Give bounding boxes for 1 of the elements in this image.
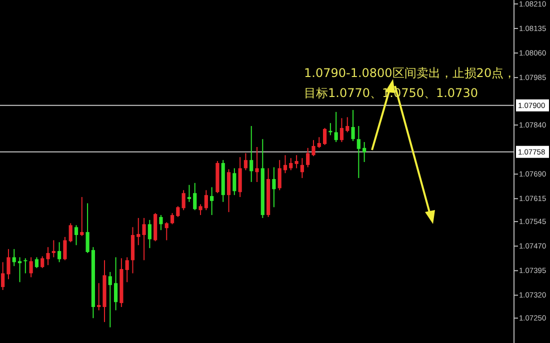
annotation: 1.0790-1.0800区间卖出，止损20点， [304, 66, 516, 80]
